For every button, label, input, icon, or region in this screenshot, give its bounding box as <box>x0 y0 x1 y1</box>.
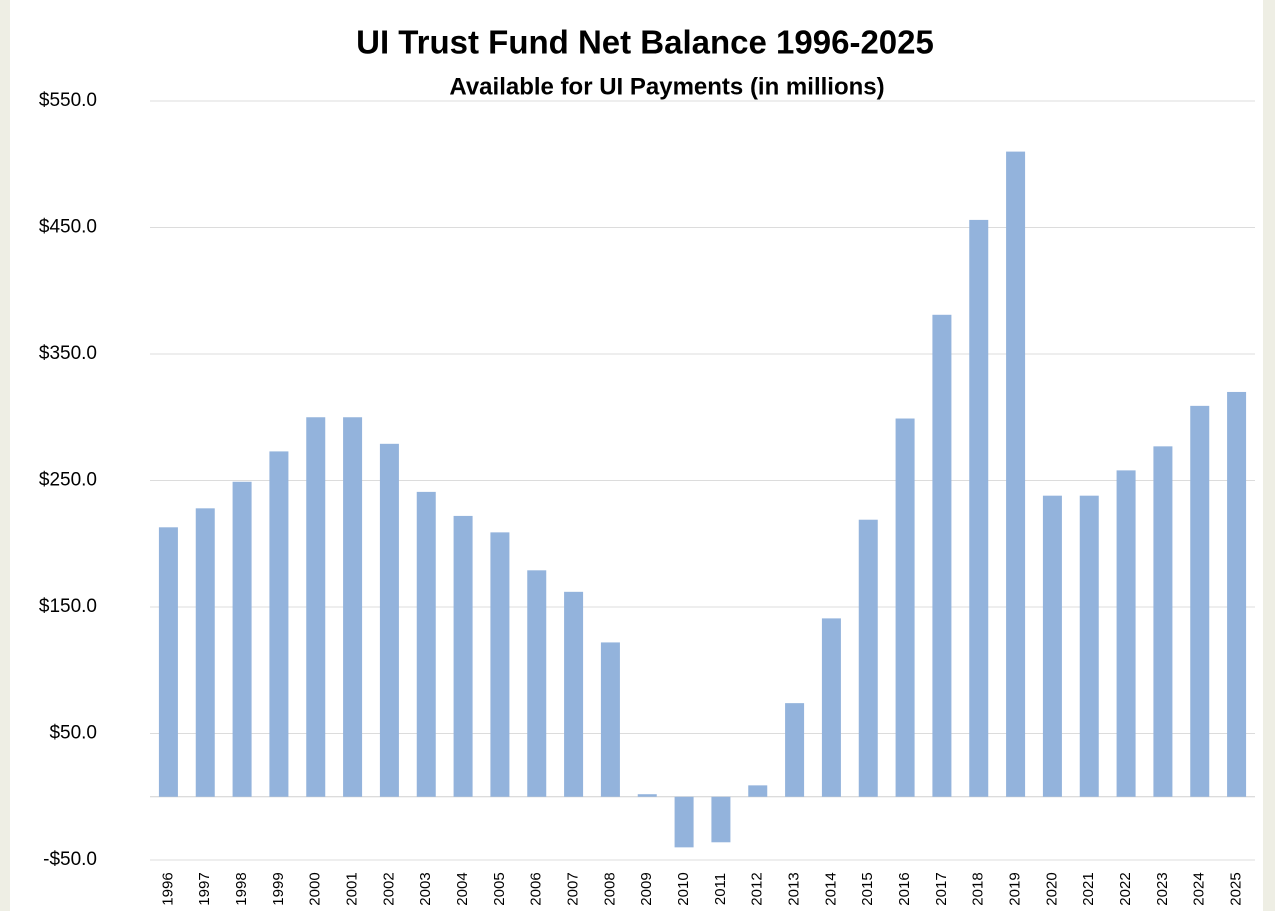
x-tick-label: 2020 <box>1043 872 1060 905</box>
x-tick-label: 2021 <box>1080 872 1097 905</box>
y-tick-label: $450.0 <box>39 217 97 238</box>
x-tick-label: 2009 <box>638 872 655 905</box>
x-tick-label: 2008 <box>601 872 618 905</box>
bar <box>895 418 915 797</box>
x-tick-label: 2002 <box>380 872 397 905</box>
x-tick-label: 2012 <box>749 872 766 905</box>
chart-title: UI Trust Fund Net Balance 1996-2025 <box>356 24 934 61</box>
x-tick-label: 2001 <box>344 872 361 905</box>
bar <box>637 794 657 797</box>
x-tick-label: 2017 <box>933 872 950 905</box>
bar <box>453 515 473 797</box>
bar <box>711 796 731 843</box>
x-tick-label: 2004 <box>454 872 471 905</box>
x-tick-label: 2007 <box>565 872 582 905</box>
bar <box>932 314 952 797</box>
bar <box>858 519 878 797</box>
x-tick-label: 2016 <box>896 872 913 905</box>
x-tick-label: 2023 <box>1154 872 1171 905</box>
bar <box>1190 405 1210 797</box>
x-tick-label: 2000 <box>307 872 324 905</box>
bar <box>1116 470 1136 797</box>
x-tick-label: 2015 <box>859 872 876 905</box>
y-tick-label: $250.0 <box>39 470 97 491</box>
x-tick-label: 1998 <box>233 872 250 905</box>
x-tick-label: 2010 <box>675 872 692 905</box>
y-tick-label: $350.0 <box>39 343 97 364</box>
x-tick-label: 2019 <box>1007 872 1024 905</box>
bar <box>1079 495 1099 797</box>
bar <box>1042 495 1062 797</box>
x-tick-label: 2011 <box>712 873 729 905</box>
y-tick-label: $50.0 <box>49 723 97 744</box>
x-tick-label: 2013 <box>786 872 803 905</box>
bar <box>600 642 620 797</box>
bar <box>1006 151 1026 797</box>
y-tick-label: -$50.0 <box>43 849 97 870</box>
bar <box>416 491 436 797</box>
bar <box>379 443 399 797</box>
bar <box>343 417 363 797</box>
x-tick-label: 2003 <box>417 872 434 905</box>
bar <box>527 570 547 797</box>
x-tick-label: 2014 <box>822 872 839 905</box>
chart-subtitle: Available for UI Payments (in millions) <box>449 73 884 100</box>
bar <box>490 532 510 797</box>
y-tick-label: $150.0 <box>39 596 97 617</box>
bar <box>748 785 768 797</box>
bar <box>269 451 289 797</box>
bar <box>1153 446 1173 797</box>
x-tick-label: 1997 <box>196 872 213 905</box>
bar <box>821 618 841 797</box>
x-tick-label: 1999 <box>270 872 287 905</box>
x-tick-label: 2022 <box>1117 872 1134 905</box>
x-tick-label: 2024 <box>1191 872 1208 905</box>
x-tick-label: 2025 <box>1228 872 1245 905</box>
bar <box>1227 391 1247 797</box>
bar <box>195 508 215 797</box>
bar <box>785 703 805 797</box>
bar <box>158 527 178 797</box>
bar <box>306 417 326 797</box>
x-tick-label: 1996 <box>159 872 176 905</box>
bar <box>969 219 989 797</box>
x-tick-label: 2006 <box>528 872 545 905</box>
bar <box>232 481 252 797</box>
x-tick-label: 2018 <box>970 872 987 905</box>
x-tick-label: 2005 <box>491 872 508 905</box>
y-tick-label: $550.0 <box>39 90 97 111</box>
bar <box>674 796 694 848</box>
bar <box>564 591 584 797</box>
